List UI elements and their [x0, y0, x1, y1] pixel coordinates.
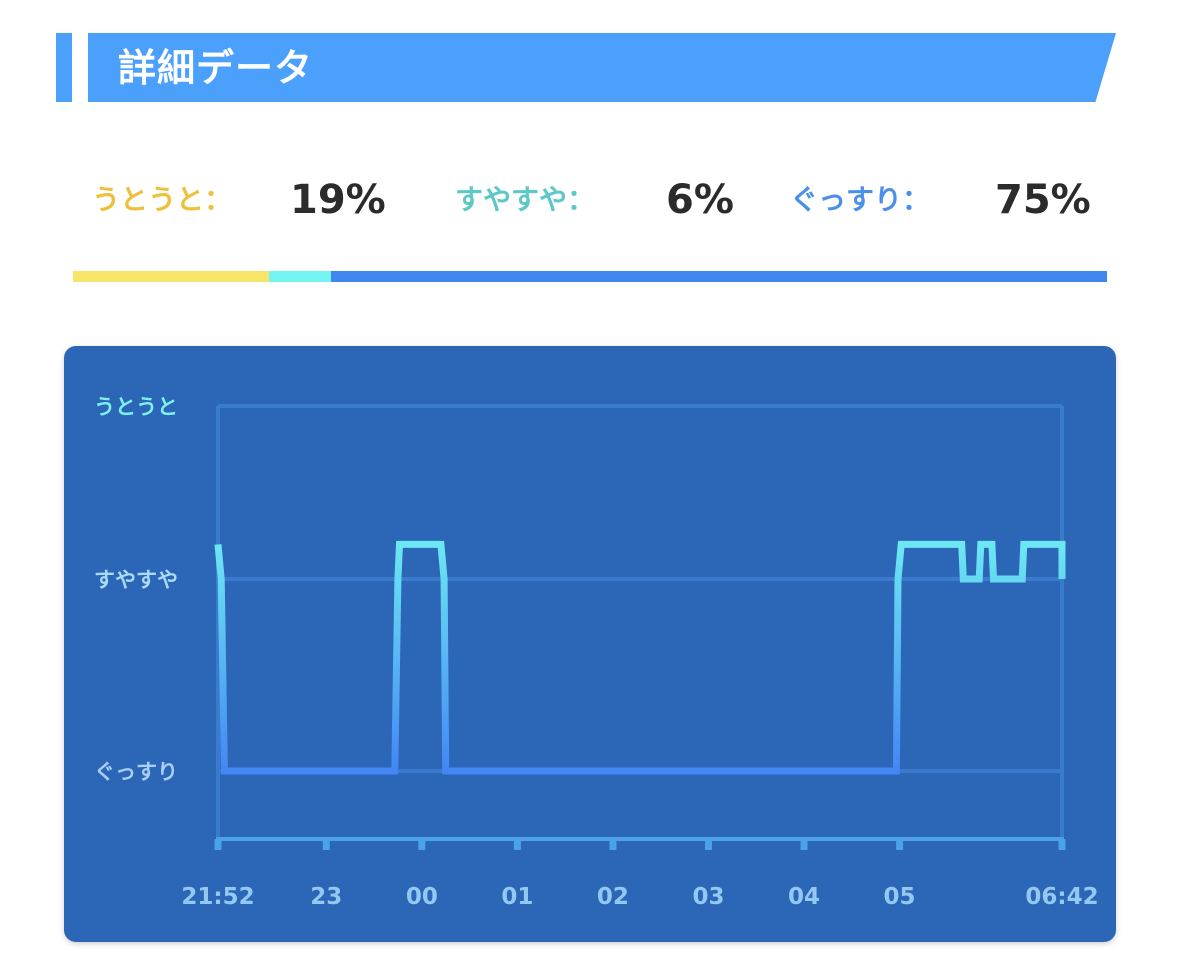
y-tick-label: すやすや [94, 568, 178, 592]
x-tick-mark [513, 839, 521, 850]
x-tick-label: 06:42 [1025, 884, 1098, 910]
x-tick-label: 00 [406, 884, 438, 910]
stat-value-deep: 75% [995, 177, 1091, 223]
x-tick-mark [322, 839, 330, 850]
proportion-segment-light [73, 271, 270, 282]
x-tick-mark [418, 839, 426, 850]
header-accent-bar [56, 33, 72, 102]
x-tick-label: 01 [501, 884, 533, 910]
proportion-segment-medium [269, 271, 332, 282]
x-tick-label: 21:52 [181, 884, 254, 910]
x-tick-label: 02 [597, 884, 629, 910]
x-tick-mark [214, 839, 222, 850]
x-tick-label: 05 [884, 884, 916, 910]
sleep-chart-card: うとうとすやすやぐっすり 21:52 23 00 01 02 03 04 05 06:42 [64, 346, 1116, 942]
stat-value-light: 19% [290, 177, 386, 223]
x-tick-mark [1058, 839, 1066, 850]
stat-value-medium: 6% [666, 177, 734, 223]
page-title: 詳細データ [118, 46, 314, 90]
stat-label-light: うとうと： [92, 183, 233, 216]
header-banner [88, 33, 1116, 102]
x-tick-label: 23 [310, 884, 342, 910]
x-tick-mark [800, 839, 808, 850]
stat-label-deep: ぐっすり： [790, 183, 931, 216]
x-tick-mark [704, 839, 712, 850]
x-tick-label: 03 [692, 884, 724, 910]
y-tick-label: うとうと [94, 395, 178, 419]
sleep-stage-line [214, 540, 1066, 775]
proportion-segment-deep [331, 271, 1107, 282]
stat-label-medium: すやすや： [455, 183, 596, 216]
x-tick-label: 04 [788, 884, 820, 910]
proportion-bar [73, 271, 1107, 282]
x-tick-mark [896, 839, 904, 850]
y-tick-label: ぐっすり [94, 760, 178, 784]
x-tick-mark [609, 839, 617, 850]
